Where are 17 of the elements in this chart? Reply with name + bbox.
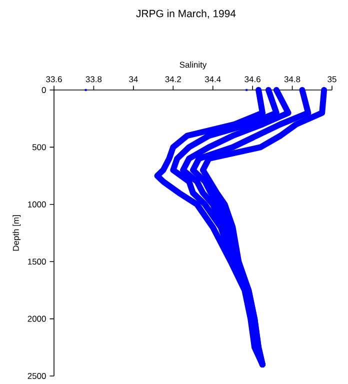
x-tick-label: 35	[328, 76, 336, 82]
x-tick-label: 33.8	[86, 76, 102, 82]
y-tick-label: 0	[42, 87, 46, 93]
y-axis-title: Depth [m]	[12, 215, 21, 251]
y-tick-label: 2500	[28, 373, 46, 379]
x-tick-label: 34.2	[165, 76, 181, 82]
x-tick-label: 33.6	[46, 76, 62, 82]
y-tick-label: 500	[32, 144, 46, 150]
x-tick-label: 34.6	[244, 76, 260, 82]
y-tick-label: 1000	[28, 201, 46, 208]
x-tick-label: 34	[129, 76, 138, 82]
x-axis-title: Salinity	[180, 61, 207, 70]
y-tick-label: 1500	[28, 258, 46, 265]
y-tick-label: 2000	[28, 316, 46, 322]
x-tick-label: 34.4	[204, 76, 221, 82]
chart-title: JRPG in March, 1994	[136, 10, 236, 18]
x-tick-label: 34.8	[284, 76, 300, 82]
